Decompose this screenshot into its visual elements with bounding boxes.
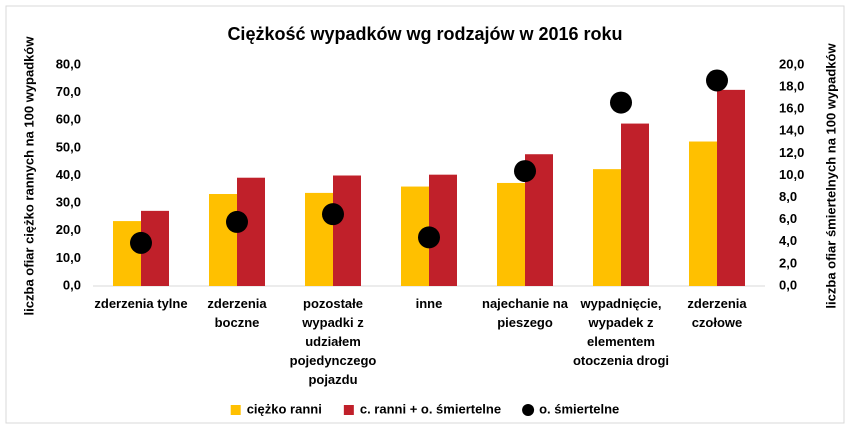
dot: [226, 210, 248, 233]
y2-tick-label: 4,0: [779, 233, 797, 248]
y2-tick-label: 14,0: [779, 123, 804, 138]
y-tick-label: 0,0: [63, 277, 81, 292]
dot: [514, 160, 536, 183]
dot: [130, 231, 152, 254]
legend-label: o. śmiertelne: [539, 401, 619, 416]
y-tick-label: 10,0: [56, 250, 81, 265]
x-tick-label: zderzenia boczne: [207, 296, 267, 330]
legend-label: ciężko ranni: [247, 401, 322, 416]
x-tick-label: najechanie na pieszego: [482, 296, 568, 330]
y2-tick-label: 6,0: [779, 211, 797, 226]
y-axis-title: liczba ofiar ciężko rannych na 100 wypad…: [21, 36, 36, 316]
bar: [209, 194, 237, 286]
y2-tick-label: 18,0: [779, 79, 804, 94]
legend-label: c. ranni + o. śmiertelne: [360, 401, 501, 416]
y2-tick-label: 16,0: [779, 101, 804, 116]
bar: [333, 175, 361, 286]
x-tick-label: wypadnięcie, wypadek z elementem otoczen…: [572, 296, 670, 368]
y2-tick-label: 2,0: [779, 255, 797, 270]
dot: [418, 226, 440, 249]
dot: [322, 203, 344, 226]
dot: [610, 91, 632, 114]
bar: [497, 182, 525, 286]
y-tick-label: 80,0: [56, 56, 81, 71]
y-tick-label: 70,0: [56, 84, 81, 99]
y-tick-label: 60,0: [56, 112, 81, 127]
y-tick-label: 50,0: [56, 139, 81, 154]
x-tick-label: inne: [415, 296, 443, 311]
y-tick-label: 40,0: [56, 167, 81, 182]
x-tick-label: zderzenia tylne: [94, 296, 188, 311]
legend-marker: [343, 405, 354, 415]
x-tick-label: pozostałe wypadki z udziałem pojedynczeg…: [289, 296, 377, 387]
y-tick-label: 30,0: [56, 195, 81, 210]
chart-title: Ciężkość wypadków wg rodzajów w 2016 rok…: [227, 24, 622, 44]
bar: [717, 89, 745, 286]
y2-tick-label: 20,0: [779, 56, 804, 71]
bar: [593, 169, 621, 286]
y2-tick-label: 0,0: [779, 277, 797, 292]
x-tick-label: zderzenia czołowe: [687, 296, 747, 330]
y2-tick-label: 12,0: [779, 145, 804, 160]
y2-axis-title: liczba ofiar śmiertelnych na 100 wypadkó…: [823, 43, 838, 309]
bar: [113, 221, 141, 286]
bar: [621, 123, 649, 286]
bar: [689, 141, 717, 286]
legend-marker: [230, 405, 241, 415]
legend-marker: [522, 404, 535, 416]
y2-tick-label: 10,0: [779, 167, 804, 182]
y-tick-label: 20,0: [56, 222, 81, 237]
dot: [706, 69, 728, 92]
y2-tick-label: 8,0: [779, 189, 797, 204]
